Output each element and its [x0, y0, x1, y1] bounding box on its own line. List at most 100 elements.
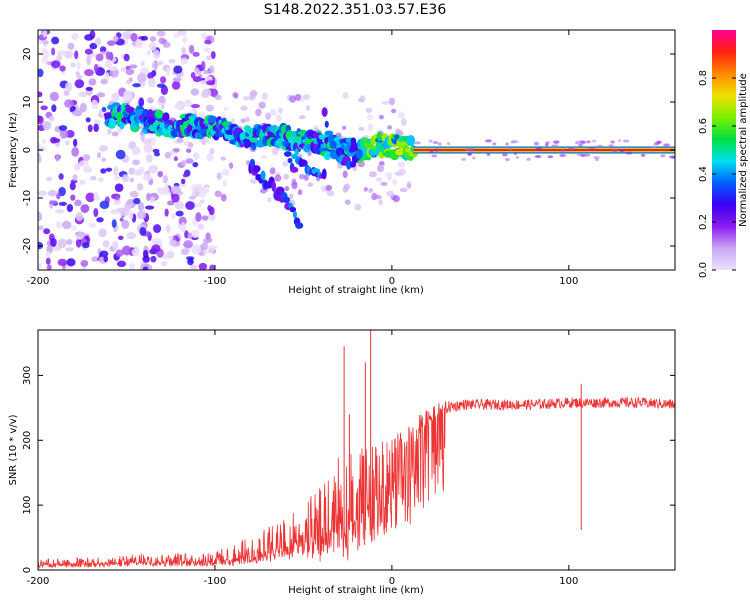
- spectrogram-noise-blob: [274, 174, 282, 182]
- spectrogram-noise-blob: [116, 260, 127, 268]
- spectrogram-noise-blob: [176, 137, 184, 143]
- spectrogram-noise-blob: [38, 142, 42, 148]
- spectrogram-noise-blob: [181, 47, 186, 55]
- spectrogram-noise-blob: [197, 201, 202, 208]
- spectrogram-noise-blob: [191, 229, 200, 238]
- spectrogram-noise-blob: [240, 105, 248, 111]
- spectrogram-noise-blob: [203, 238, 209, 245]
- spectrogram-noise-blob: [156, 61, 164, 66]
- spectrogram-noise-blob: [192, 51, 200, 57]
- spectrogram-noise-blob: [138, 166, 145, 174]
- spectrogram-noise-blob: [47, 189, 58, 197]
- spectrogram-noise-blob: [220, 193, 227, 202]
- spectrogram-ridge-blob: [394, 134, 400, 140]
- spectrogram-noise-blob: [342, 92, 349, 99]
- spectrogram-noise-blob: [433, 148, 440, 152]
- spectrogram-noise-blob: [136, 183, 144, 191]
- spectrogram-y-tick-label: -20: [22, 238, 33, 254]
- spectrogram-noise-blob: [96, 217, 104, 223]
- spectrogram-noise-blob: [135, 39, 144, 49]
- spectrogram-noise-blob: [289, 95, 297, 103]
- spectrogram-noise-blob: [58, 201, 67, 207]
- spectrogram-noise-blob: [166, 250, 175, 259]
- snr-spikes: [343, 330, 582, 530]
- spectrogram-y-tick-label: 0: [22, 147, 33, 153]
- spectrogram-noise-blob: [111, 240, 119, 251]
- spectrogram-noise-blob: [142, 255, 150, 263]
- spectrogram-noise-blob: [208, 65, 215, 74]
- spectrogram-noise-blob: [104, 72, 110, 81]
- spectrogram-noise-blob: [185, 158, 194, 164]
- spectrogram-noise-blob: [79, 102, 88, 113]
- spectrogram-noise-blob: [45, 250, 51, 258]
- spectrogram-noise-blob: [180, 57, 188, 65]
- spectrogram-noise-blob: [84, 69, 94, 77]
- spectrogram-noise-blob: [486, 152, 491, 156]
- spectrogram-noise-blob: [51, 60, 61, 69]
- spectrogram-noise-blob: [53, 138, 61, 143]
- spectrogram-noise-blob: [115, 249, 124, 257]
- spectrogram-noise-blob: [156, 83, 166, 88]
- spectrogram-noise-blob: [125, 68, 135, 76]
- spectrogram-noise-blob: [249, 178, 258, 184]
- spectrogram-noise-blob: [94, 37, 102, 46]
- spectrogram-x-tick-label: -200: [27, 276, 50, 287]
- spectrogram-noise-blob: [551, 144, 555, 148]
- spectrogram-noise-blob: [98, 228, 107, 238]
- spectrogram-noise-blob: [275, 114, 282, 123]
- spectrogram-noise-blob: [80, 204, 90, 213]
- spectrogram-noise-blob: [209, 88, 219, 98]
- spectrogram-noise-blob: [153, 151, 161, 157]
- spectrogram-noise-blob: [505, 142, 509, 146]
- spectrogram-branch-blob: [324, 120, 329, 128]
- spectrogram-noise-blob: [82, 242, 90, 249]
- spectrogram-noise-blob: [663, 143, 671, 147]
- spectrogram-noise-blob: [38, 91, 43, 98]
- spectrogram-noise-blob: [58, 186, 66, 197]
- spectrogram-noise-blob: [96, 92, 106, 98]
- spectrogram-noise-blob: [41, 57, 49, 64]
- spectrogram-noise-blob: [261, 92, 269, 101]
- spectrogram-noise-blob: [358, 126, 365, 132]
- spectrogram-noise-blob: [136, 210, 147, 220]
- spectrogram-noise-blob: [207, 245, 216, 254]
- spectrogram-noise-blob: [121, 219, 130, 229]
- spectrogram-noise-blob: [367, 123, 373, 131]
- spectrogram-noise-blob: [580, 140, 586, 144]
- spectrogram-noise-blob: [432, 141, 439, 145]
- spectrogram-noise-blob: [56, 192, 61, 200]
- spectrogram-noise-blob: [100, 78, 108, 85]
- spectrogram-noise-blob: [51, 104, 57, 113]
- spectrogram-noise-blob: [65, 130, 75, 138]
- spectrogram-noise-blob: [65, 247, 74, 252]
- spectrogram-ridge-blob: [109, 116, 116, 128]
- spectrogram-noise-blob: [132, 159, 141, 166]
- spectrogram-noise-blob: [428, 139, 433, 143]
- spectrogram-noise-blob: [45, 176, 53, 182]
- spectrogram-noise-blob: [294, 93, 302, 101]
- spectrogram-noise-blob: [201, 88, 212, 97]
- spectrogram-noise-blob: [57, 238, 67, 249]
- snr-y-tick-label: 200: [22, 431, 33, 450]
- spectrogram-branch-blob: [283, 151, 292, 157]
- spectrogram-noise-blob: [185, 148, 192, 153]
- spectrogram-noise-blob: [485, 139, 492, 143]
- spectrogram-noise-blob: [298, 115, 306, 120]
- spectrogram-noise-blob: [209, 264, 216, 270]
- snr-frame: [37, 329, 676, 571]
- spectrogram-noise-blob: [67, 42, 75, 50]
- spectrogram-noise-blob: [597, 144, 603, 148]
- spectrogram-noise-blob: [467, 152, 472, 156]
- spectrogram-noise-blob: [461, 157, 467, 161]
- spectrogram-noise-blob: [552, 140, 560, 144]
- spectrogram-noise-blob: [49, 91, 59, 102]
- spectrogram-noise-blob: [71, 147, 80, 157]
- spectrogram-ridge-blob: [125, 106, 135, 114]
- spectrogram-ridge-blob: [323, 151, 332, 161]
- spectrogram-noise-blob: [258, 101, 266, 109]
- spectrogram-noise-blob: [198, 262, 208, 270]
- spectrogram-noise-blob: [172, 147, 180, 153]
- spectrogram-x-tick-label: 100: [559, 276, 578, 287]
- spectrogram-noise-blob: [391, 108, 397, 114]
